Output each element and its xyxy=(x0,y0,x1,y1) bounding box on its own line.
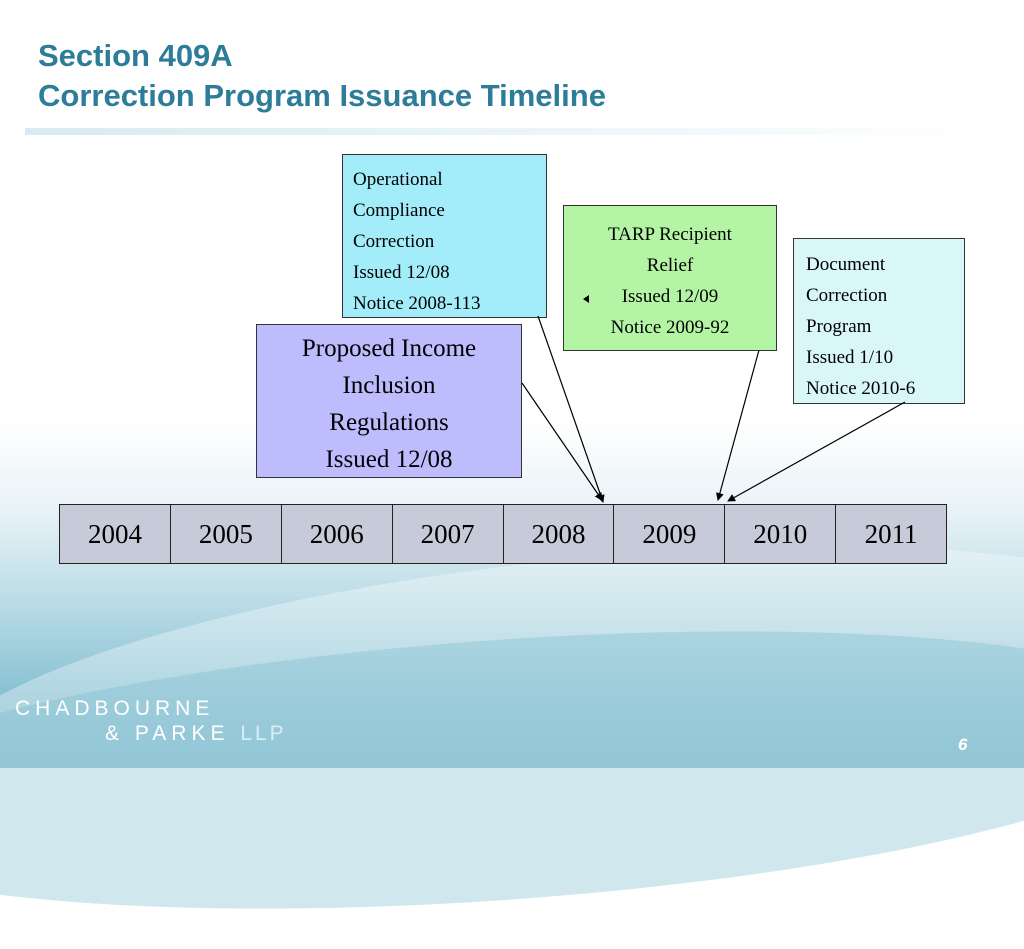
box-line: Issued 1/10 xyxy=(806,347,894,368)
box-line: Document xyxy=(806,254,886,275)
timeline-year: 2010 xyxy=(725,505,837,563)
box-line: Relief xyxy=(646,255,694,276)
box-line: Program xyxy=(806,316,872,337)
box-line: Notice 2010-6 xyxy=(806,378,916,399)
timeline-year: 2009 xyxy=(614,505,726,563)
logo-line-1: CHADBOURNE xyxy=(15,697,215,720)
timeline-year: 2004 xyxy=(60,505,171,563)
logo-firm-name: & PARKE xyxy=(105,722,230,745)
box-line: Issued 12/09 xyxy=(621,286,719,307)
title-line-2: Correction Program Issuance Timeline xyxy=(38,78,606,113)
timeline-year: 2008 xyxy=(504,505,615,563)
box-line: Regulations xyxy=(329,409,449,436)
arrow-document xyxy=(727,401,906,502)
box-line: Correction xyxy=(353,231,435,252)
arrow-tarp xyxy=(715,349,760,501)
box-line: Compliance xyxy=(353,200,445,221)
box-line: Notice 2009-92 xyxy=(610,317,730,338)
box-line: Notice 2008-113 xyxy=(353,293,481,314)
timeline-year: 2007 xyxy=(393,505,504,563)
title-underline xyxy=(25,128,1000,135)
box-line: Correction xyxy=(806,285,888,306)
operational-compliance-box: Operational Compliance Correction Issued… xyxy=(342,154,547,318)
page-title: Section 409A Correction Program Issuance… xyxy=(38,36,606,116)
small-arrow-icon xyxy=(583,295,589,303)
page-number: 6 xyxy=(958,735,968,754)
logo-line-2: & PARKE LLP xyxy=(15,721,287,746)
arrow-proposed xyxy=(521,382,603,501)
firm-logo: CHADBOURNE & PARKE LLP xyxy=(15,696,287,746)
logo-llp: LLP xyxy=(240,722,287,745)
timeline-bar: 2004 2005 2006 2007 2008 2009 2010 2011 xyxy=(59,504,947,564)
box-line: TARP Recipient xyxy=(608,224,732,245)
box-line: Issued 12/08 xyxy=(325,446,453,473)
document-correction-box: Document Correction Program Issued 1/10 … xyxy=(793,238,965,404)
timeline-year: 2006 xyxy=(282,505,393,563)
timeline-year: 2011 xyxy=(864,518,918,549)
box-line: Operational xyxy=(353,169,443,190)
box-line: Issued 12/08 xyxy=(353,262,450,283)
box-line: Inclusion xyxy=(342,372,436,399)
proposed-regulations-box: Proposed Income Inclusion Regulations Is… xyxy=(256,324,522,478)
tarp-relief-box: TARP Recipient Relief Issued 12/09 Notic… xyxy=(563,205,777,351)
timeline-year: 2005 xyxy=(171,505,282,563)
title-line-1: Section 409A xyxy=(38,38,233,73)
box-line: Proposed Income xyxy=(301,335,477,362)
